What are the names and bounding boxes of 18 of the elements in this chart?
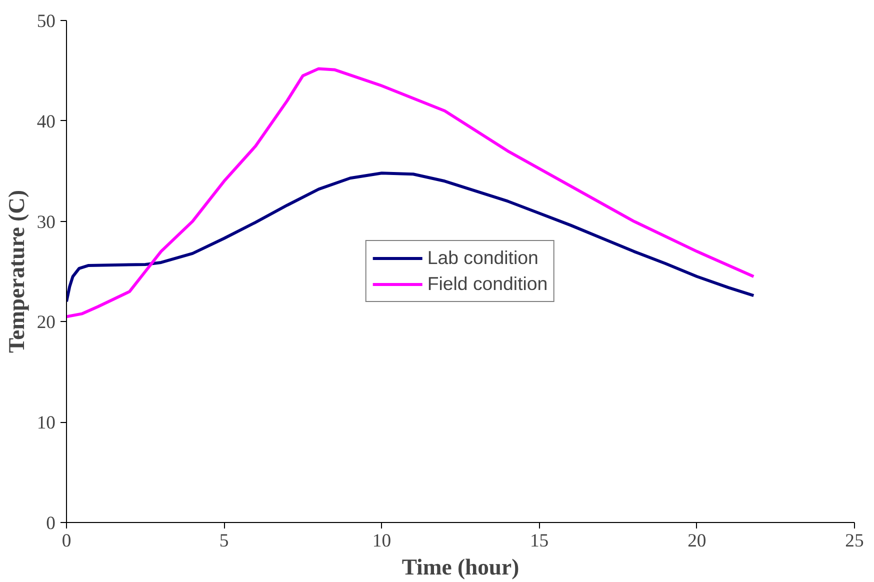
y-tick-label: 10	[36, 412, 56, 434]
x-tick-label: 0	[62, 530, 72, 552]
y-axis-title: Temperature (C)	[4, 190, 29, 353]
y-tick-label: 0	[46, 513, 56, 534]
x-tick-label: 20	[688, 530, 706, 552]
line-series	[66, 67, 756, 318]
legend-label: Lab condition	[427, 247, 538, 269]
x-tick-label: 25	[845, 530, 864, 552]
y-tick-label: 20	[36, 312, 56, 334]
line-series	[66, 172, 756, 304]
y-tick-label: 30	[36, 212, 56, 233]
x-tick-label: 10	[372, 530, 392, 552]
y-tick-label: 50	[36, 11, 56, 32]
x-tick-label: 5	[219, 530, 229, 552]
y-tick-label: 40	[36, 111, 56, 132]
x-axis-title: Time (hour)	[402, 554, 520, 580]
legend-label: Field condition	[427, 273, 548, 295]
x-tick-label: 15	[530, 530, 549, 552]
